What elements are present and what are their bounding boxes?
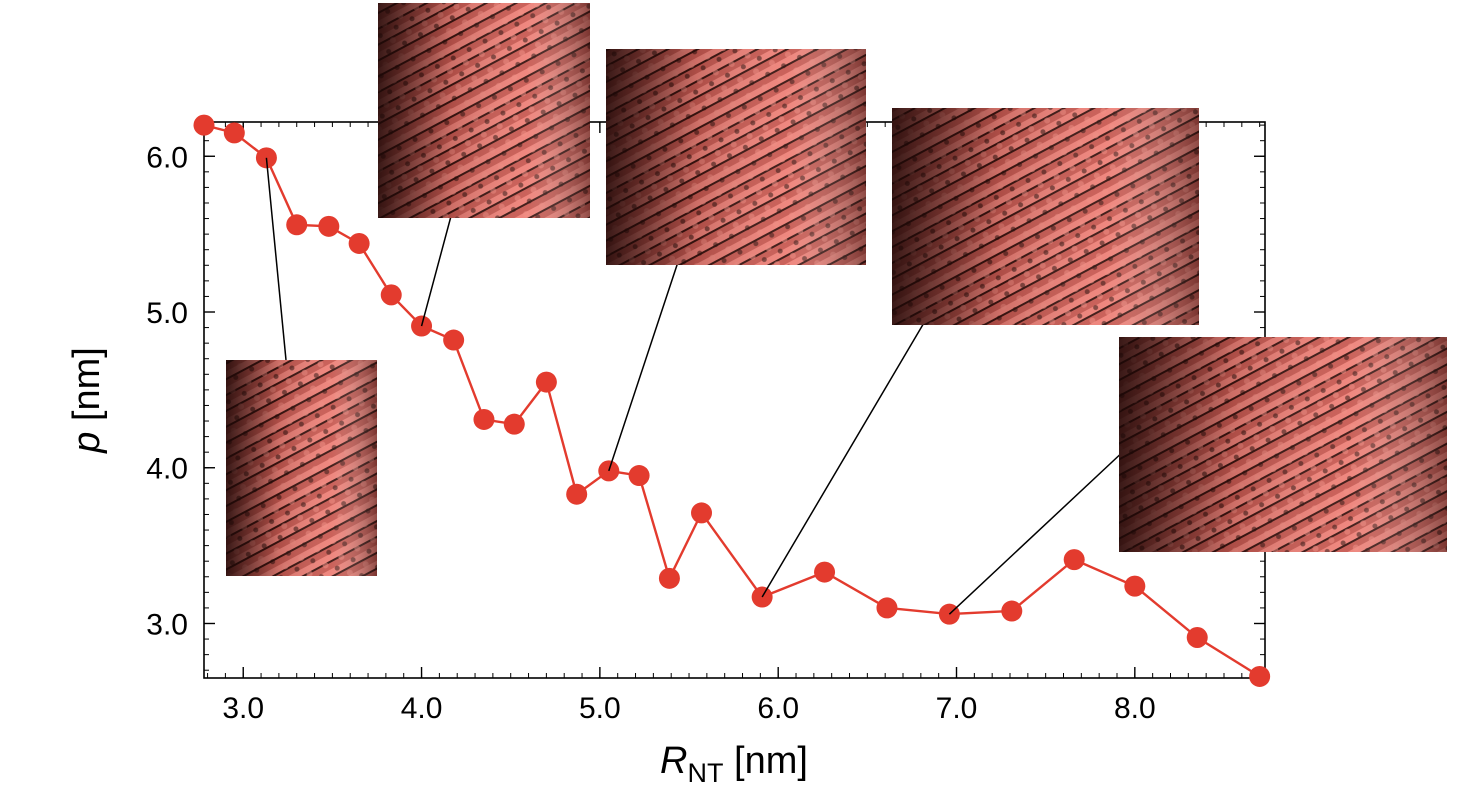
y-tick-label: 3.0	[146, 608, 188, 641]
x-tick-label: 5.0	[579, 692, 621, 725]
nanotube-snapshot-r3.1	[226, 360, 377, 576]
data-point	[348, 232, 370, 254]
data-point	[286, 214, 308, 236]
inset-leader-line	[265, 157, 287, 361]
x-tick-label: 3.0	[222, 692, 264, 725]
nanotube-snapshot-r5.9	[892, 108, 1199, 325]
inset-shading	[226, 360, 377, 576]
x-tick-label: 8.0	[1114, 692, 1156, 725]
inset-shading	[378, 3, 590, 218]
nanotube-snapshot-r5.0	[606, 49, 866, 265]
data-point	[380, 284, 402, 306]
data-point	[223, 122, 245, 144]
data-point	[473, 408, 495, 430]
data-point	[1186, 627, 1208, 649]
nanotube-snapshot-r4.0	[378, 3, 590, 218]
data-point	[876, 597, 898, 619]
x-axis-title: RNT [nm]	[660, 740, 808, 788]
data-point	[628, 465, 650, 487]
x-tick-label: 6.0	[757, 692, 799, 725]
data-point	[1063, 549, 1085, 571]
data-point	[1249, 665, 1271, 687]
y-axis-title: p [nm]	[66, 347, 108, 454]
data-point	[193, 114, 215, 136]
data-point	[1001, 600, 1023, 622]
data-point	[566, 483, 588, 505]
inset-leader-line	[761, 315, 929, 598]
x-axis-title-unit: [nm]	[723, 740, 807, 782]
x-tick-label: 4.0	[401, 692, 443, 725]
data-point	[658, 567, 680, 589]
inset-shading	[1119, 337, 1447, 552]
inset-leader-line	[420, 204, 455, 327]
x-axis-title-symbol: R	[660, 740, 687, 782]
data-point	[1124, 575, 1146, 597]
data-point	[691, 502, 713, 524]
x-axis-title-subscript: NT	[687, 758, 723, 788]
y-tick-label: 6.0	[146, 141, 188, 174]
data-point	[814, 561, 836, 583]
data-point	[535, 371, 557, 393]
inset-leader-line	[948, 447, 1128, 615]
data-point	[443, 329, 465, 351]
y-axis-title-symbol: p	[66, 432, 108, 454]
x-tick-label: 7.0	[936, 692, 978, 725]
data-point	[503, 413, 525, 435]
nanotube-snapshot-r7.0	[1119, 337, 1447, 552]
inset-leader-line	[608, 261, 679, 472]
inset-shading	[892, 108, 1199, 325]
y-tick-label: 4.0	[146, 453, 188, 486]
data-point	[318, 215, 340, 237]
y-axis-title-unit: [nm]	[66, 347, 108, 431]
inset-shading	[606, 49, 866, 265]
y-tick-label: 5.0	[146, 297, 188, 330]
